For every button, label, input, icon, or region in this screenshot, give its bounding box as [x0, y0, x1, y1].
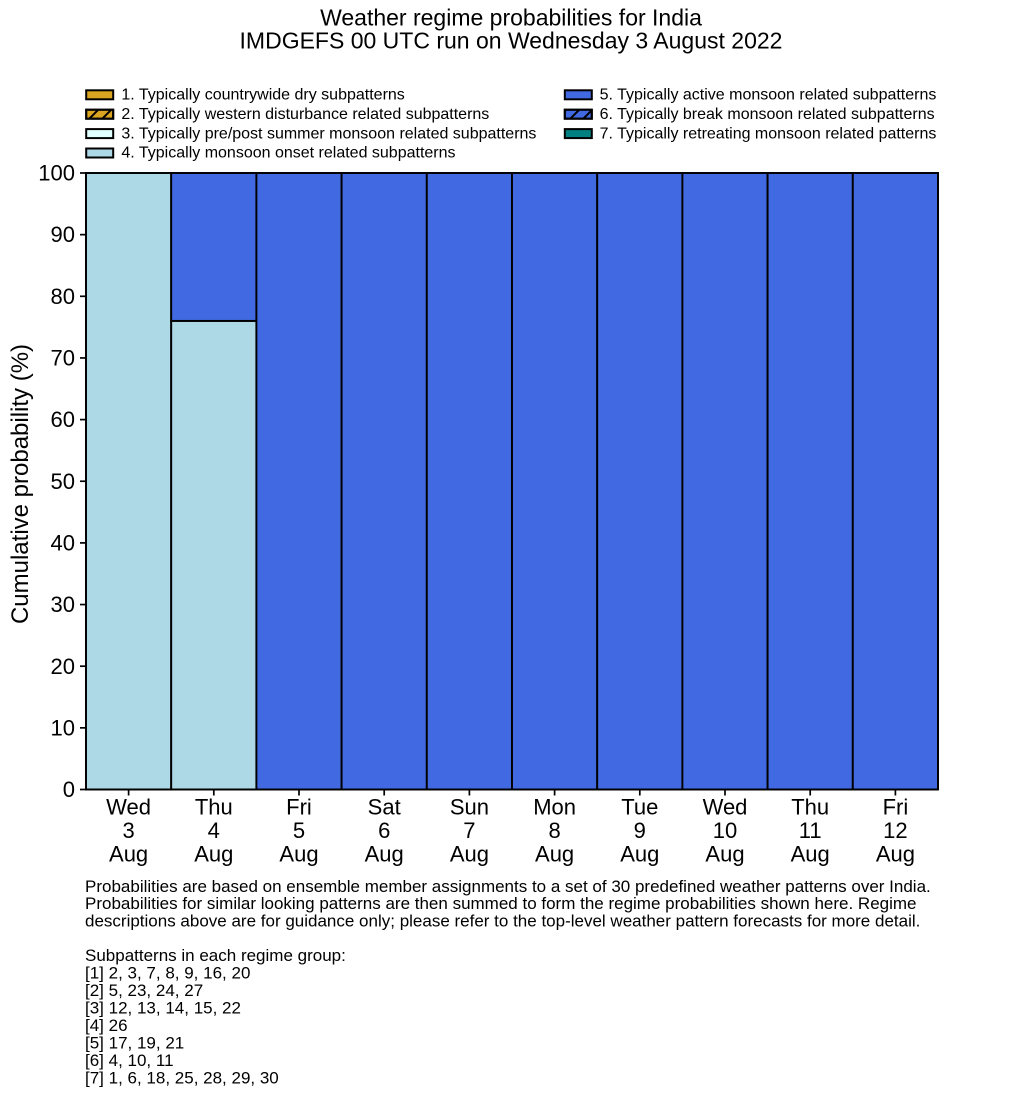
svg-text:1. Typically countrywide dry s: 1. Typically countrywide dry subpatterns: [121, 87, 404, 104]
svg-text:Aug: Aug: [365, 842, 404, 867]
svg-text:Aug: Aug: [535, 842, 574, 867]
svg-text:100: 100: [38, 161, 75, 186]
svg-text:5: 5: [293, 818, 305, 843]
svg-text:11: 11: [799, 818, 822, 843]
svg-text:Fri: Fri: [883, 795, 909, 820]
svg-text:Thu: Thu: [791, 795, 829, 820]
svg-text:Aug: Aug: [705, 842, 744, 867]
svg-text:Mon: Mon: [533, 795, 576, 820]
svg-text:[2] 5, 23, 24, 27: [2] 5, 23, 24, 27: [85, 981, 203, 1000]
svg-text:4. Typically monsoon onset rel: 4. Typically monsoon onset related subpa…: [121, 145, 455, 162]
svg-text:60: 60: [51, 407, 75, 432]
svg-text:Aug: Aug: [194, 842, 233, 867]
svg-text:Wed: Wed: [703, 795, 748, 820]
svg-text:Probabilities for similar look: Probabilities for similar looking patter…: [85, 894, 917, 913]
svg-text:Aug: Aug: [876, 842, 915, 867]
svg-text:[7] 1, 6, 18, 25, 28, 29, 30: [7] 1, 6, 18, 25, 28, 29, 30: [85, 1069, 279, 1088]
svg-text:3. Typically pre/post summer m: 3. Typically pre/post summer monsoon rel…: [121, 125, 536, 142]
svg-text:Sun: Sun: [450, 795, 489, 820]
svg-text:Subpatterns in each regime gro: Subpatterns in each regime group:: [85, 946, 346, 965]
svg-text:90: 90: [51, 222, 75, 247]
svg-text:IMDGEFS 00 UTC run on Wednesda: IMDGEFS 00 UTC run on Wednesday 3 August…: [240, 28, 783, 54]
svg-text:Cumulative probability (%): Cumulative probability (%): [7, 344, 34, 624]
svg-text:5. Typically active monsoon re: 5. Typically active monsoon related subp…: [600, 87, 937, 104]
svg-text:6: 6: [378, 818, 390, 843]
svg-text:10: 10: [51, 715, 75, 740]
svg-text:Aug: Aug: [279, 842, 318, 867]
svg-text:Thu: Thu: [195, 795, 233, 820]
svg-text:40: 40: [51, 531, 75, 556]
svg-text:70: 70: [51, 346, 75, 371]
svg-text:[1] 2, 3, 7, 8, 9, 16, 20: [1] 2, 3, 7, 8, 9, 16, 20: [85, 964, 250, 983]
svg-text:50: 50: [51, 469, 75, 494]
svg-text:80: 80: [51, 284, 75, 309]
svg-text:12: 12: [883, 818, 907, 843]
svg-text:[3] 12, 13, 14, 15, 22: [3] 12, 13, 14, 15, 22: [85, 999, 241, 1018]
svg-text:Aug: Aug: [791, 842, 830, 867]
svg-text:descriptions above are for gui: descriptions above are for guidance only…: [85, 912, 920, 931]
svg-text:[4] 26: [4] 26: [85, 1016, 128, 1035]
svg-text:4: 4: [208, 818, 220, 843]
svg-text:20: 20: [51, 654, 75, 679]
svg-text:Sat: Sat: [368, 795, 401, 820]
svg-text:Aug: Aug: [450, 842, 489, 867]
svg-text:[6] 4, 10, 11: [6] 4, 10, 11: [85, 1051, 174, 1070]
svg-text:6. Typically break monsoon rel: 6. Typically break monsoon related subpa…: [600, 106, 935, 123]
svg-text:8: 8: [548, 818, 560, 843]
svg-text:Aug: Aug: [620, 842, 659, 867]
svg-text:30: 30: [51, 592, 75, 617]
svg-text:Fri: Fri: [286, 795, 312, 820]
svg-text:[5] 17, 19, 21: [5] 17, 19, 21: [85, 1034, 184, 1053]
svg-text:Aug: Aug: [109, 842, 148, 867]
svg-text:0: 0: [63, 777, 75, 802]
svg-text:Weather regime probabilities f: Weather regime probabilities for India: [320, 5, 702, 31]
svg-text:2. Typically western disturban: 2. Typically western disturbance related…: [121, 106, 489, 123]
svg-text:Tue: Tue: [621, 795, 658, 820]
svg-text:7: 7: [463, 818, 475, 843]
svg-text:3: 3: [122, 818, 134, 843]
svg-text:7. Typically retreating monsoo: 7. Typically retreating monsoon related …: [600, 125, 937, 142]
svg-text:Probabilities are based on ens: Probabilities are based on ensemble memb…: [85, 877, 931, 896]
svg-text:Wed: Wed: [106, 795, 151, 820]
svg-text:10: 10: [713, 818, 737, 843]
svg-text:9: 9: [634, 818, 646, 843]
